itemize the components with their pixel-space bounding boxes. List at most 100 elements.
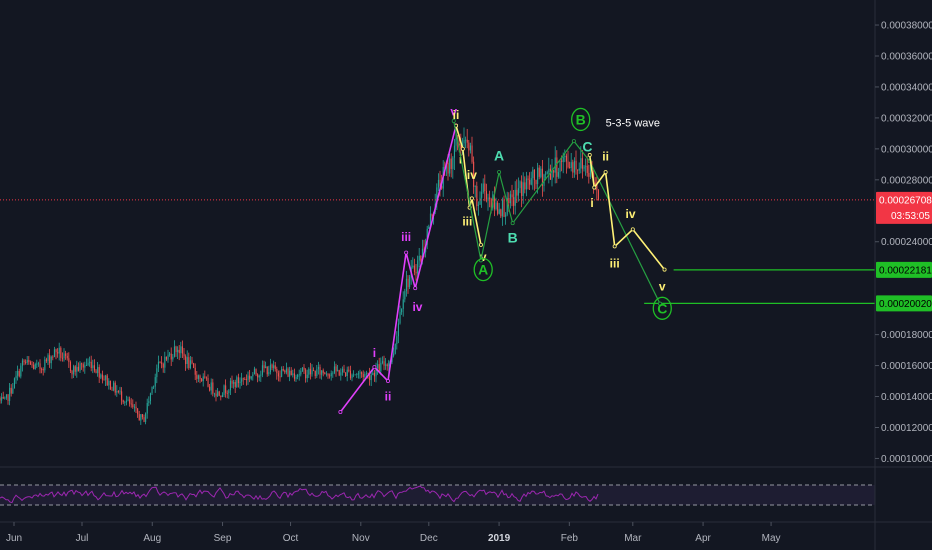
candle-body xyxy=(255,368,257,375)
candle-body xyxy=(329,375,331,377)
candle-body xyxy=(556,157,558,177)
wave-label[interactable]: v xyxy=(480,250,487,264)
circled-wave-label[interactable]: C xyxy=(657,300,667,316)
candle-body xyxy=(335,366,337,372)
wave-vertex[interactable] xyxy=(592,185,597,190)
wave-vertex[interactable] xyxy=(372,365,377,370)
wave-label[interactable]: iii xyxy=(462,215,472,229)
wave-vertex[interactable] xyxy=(658,301,663,306)
wave-annotation[interactable]: 5-3-5 wave xyxy=(606,118,660,130)
wave-vertex[interactable] xyxy=(612,244,617,249)
wave-vertex[interactable] xyxy=(413,286,418,291)
wave-vertex[interactable] xyxy=(587,153,592,158)
wave-vertex[interactable] xyxy=(662,267,667,272)
candle-body xyxy=(285,368,287,373)
candle-body xyxy=(541,168,543,186)
wave-vertex[interactable] xyxy=(386,379,391,384)
candle-body xyxy=(274,365,276,370)
candle-body xyxy=(551,170,553,180)
wave-vertex[interactable] xyxy=(571,139,576,144)
wave-vertex[interactable] xyxy=(630,227,635,232)
candle-body xyxy=(397,323,399,337)
wave-label[interactable]: ii xyxy=(385,390,392,404)
price-axis[interactable]: 0.00038000 0.00036000 0.00034000 0.00032000… xyxy=(875,21,932,465)
wave-label[interactable]: iv xyxy=(467,168,477,182)
candle-body xyxy=(151,386,153,394)
candle-body xyxy=(34,364,36,370)
candle-body xyxy=(220,395,222,398)
wave-label[interactable]: A xyxy=(494,148,504,164)
candle-body xyxy=(97,367,99,373)
candle-body xyxy=(212,382,214,394)
candle-body xyxy=(105,375,107,380)
candle-body xyxy=(522,182,524,196)
wave-label[interactable]: v xyxy=(659,280,666,294)
candle-body xyxy=(361,372,363,375)
wave-vertex[interactable] xyxy=(497,170,502,175)
wave-label[interactable]: iv xyxy=(626,207,636,221)
candle-body xyxy=(295,377,297,379)
wave-label[interactable]: C xyxy=(582,138,592,154)
oscillator-pane[interactable] xyxy=(0,484,875,506)
wave-vertex[interactable] xyxy=(603,170,608,175)
wave-vertex[interactable] xyxy=(338,410,343,415)
candle-body xyxy=(583,166,585,169)
candle-body xyxy=(164,356,166,368)
candle-body xyxy=(170,353,172,360)
time-axis[interactable]: Jun Jul Aug Sep Oct Nov Dec 2019 Feb Mar Apr May xyxy=(6,522,781,544)
candle-body xyxy=(385,364,387,366)
candle-body xyxy=(572,162,574,173)
candle-body xyxy=(87,362,89,366)
wave-label[interactable]: iii xyxy=(401,230,411,244)
candle-body xyxy=(300,370,302,375)
candle-body xyxy=(60,347,62,358)
candle-body xyxy=(28,360,30,363)
candle-body xyxy=(468,142,470,151)
candle-body xyxy=(9,387,11,401)
candle-body xyxy=(201,378,203,382)
candle-body xyxy=(23,360,25,363)
wave-label[interactable]: ii xyxy=(453,108,460,122)
circled-wave-label[interactable]: B xyxy=(576,111,586,127)
x-tick-label: Feb xyxy=(561,533,579,544)
wave-label[interactable]: iv xyxy=(412,300,422,314)
candle-body xyxy=(199,375,201,379)
candle-body xyxy=(119,391,121,393)
circled-wave-label[interactable]: A xyxy=(478,262,488,278)
candle-body xyxy=(325,373,327,375)
candle-body xyxy=(68,358,70,363)
candle-body xyxy=(482,183,484,193)
wave-line[interactable] xyxy=(339,125,457,413)
wave-vertex[interactable] xyxy=(460,146,465,151)
wave-label[interactable]: i xyxy=(459,153,462,167)
wave-vertex[interactable] xyxy=(469,196,474,201)
wave-vertex[interactable] xyxy=(451,119,456,124)
wave-label[interactable]: iii xyxy=(610,256,620,270)
wave-label[interactable]: i xyxy=(590,196,593,210)
candle-body xyxy=(273,365,275,368)
candle-body xyxy=(26,360,28,363)
wave-label[interactable]: i xyxy=(373,346,376,360)
price-level-lines[interactable] xyxy=(0,199,875,304)
candle-body xyxy=(383,361,385,366)
candle-body xyxy=(33,364,35,370)
wave-vertex[interactable] xyxy=(404,250,409,255)
candle-body xyxy=(111,389,113,391)
candle-body xyxy=(169,353,171,355)
circled-wave-marker[interactable] xyxy=(571,107,591,132)
wave-label[interactable]: v xyxy=(450,105,457,119)
candle-body xyxy=(268,372,270,375)
wave-vertex[interactable] xyxy=(510,221,515,226)
wave-vertex[interactable] xyxy=(478,242,483,247)
level-price-badge xyxy=(876,295,932,312)
circled-wave-marker[interactable] xyxy=(473,257,493,282)
wave-label[interactable]: B xyxy=(508,230,518,246)
candle-body xyxy=(297,374,299,378)
wave-label[interactable]: ii xyxy=(602,150,609,164)
wave-line[interactable] xyxy=(588,154,666,271)
candle-body xyxy=(215,393,217,397)
circled-wave-marker[interactable] xyxy=(652,296,672,320)
candle-body xyxy=(481,192,483,198)
